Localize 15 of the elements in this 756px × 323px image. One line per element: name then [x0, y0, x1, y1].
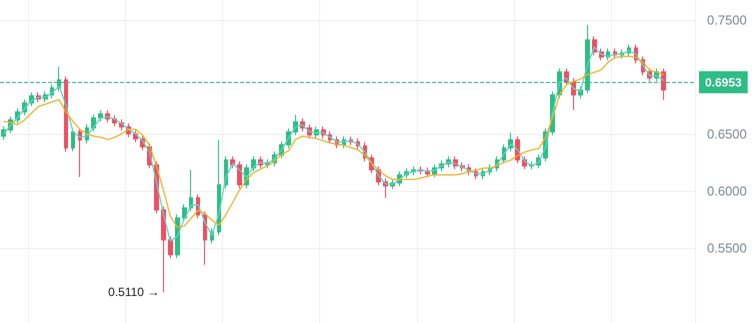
- y-tick-label: 0.6500: [707, 126, 747, 142]
- candlestick: [168, 236, 173, 259]
- annotation: 0.5110 →: [108, 285, 160, 300]
- candlestick: [182, 204, 187, 222]
- candlestick: [78, 128, 82, 178]
- candlestick: [203, 210, 207, 266]
- y-tick-label: 0.7500: [707, 12, 747, 28]
- y-tick-label: 0.5500: [707, 240, 747, 256]
- ref-line-label: 0.6953: [705, 75, 742, 90]
- candlestick: [661, 68, 666, 100]
- y-tick-label: 0.6000: [707, 183, 747, 198]
- candlestick: [98, 110, 103, 122]
- candlestick: [237, 160, 242, 189]
- candlestick: [161, 206, 166, 293]
- candlestick: [189, 169, 193, 212]
